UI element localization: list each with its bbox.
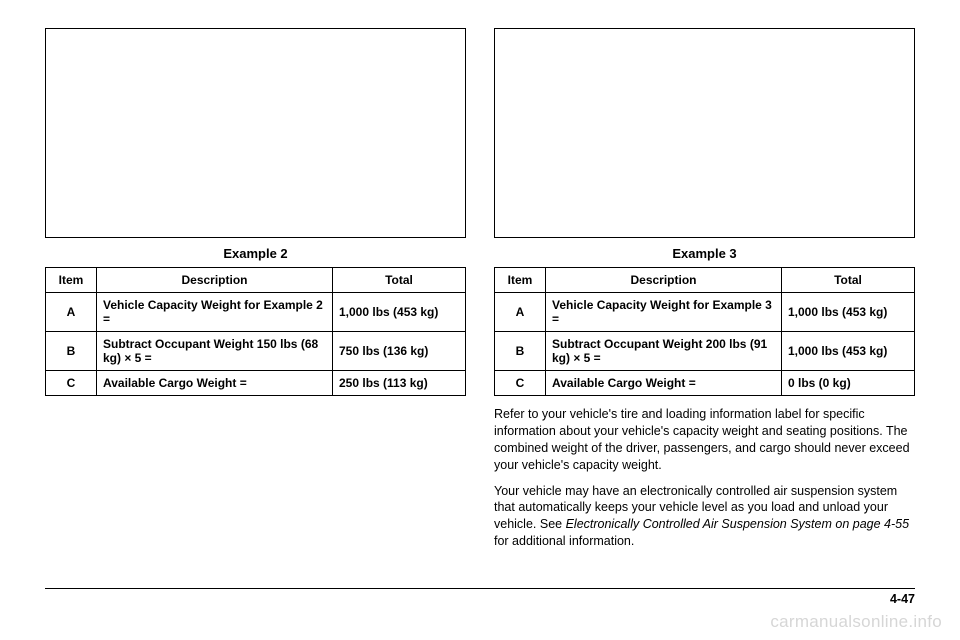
cell-desc: Subtract Occupant Weight 150 lbs (68 kg)… <box>97 332 333 371</box>
cell-total: 1,000 lbs (453 kg) <box>333 293 466 332</box>
para2-reference: Electronically Controlled Air Suspension… <box>566 517 909 531</box>
cell-item: C <box>46 371 97 396</box>
table-row: B Subtract Occupant Weight 150 lbs (68 k… <box>46 332 466 371</box>
cell-item: B <box>46 332 97 371</box>
cell-total: 0 lbs (0 kg) <box>782 371 915 396</box>
body-text: Refer to your vehicle's tire and loading… <box>494 406 915 559</box>
example3-caption: Example 3 <box>494 246 915 261</box>
table-row: B Subtract Occupant Weight 200 lbs (91 k… <box>495 332 915 371</box>
cell-total: 1,000 lbs (453 kg) <box>782 332 915 371</box>
th-desc: Description <box>546 268 782 293</box>
th-total: Total <box>782 268 915 293</box>
para2-part3: for additional information. <box>494 534 634 548</box>
cell-total: 1,000 lbs (453 kg) <box>782 293 915 332</box>
cell-item: B <box>495 332 546 371</box>
table-row: C Available Cargo Weight = 0 lbs (0 kg) <box>495 371 915 396</box>
cell-desc: Available Cargo Weight = <box>546 371 782 396</box>
cell-item: C <box>495 371 546 396</box>
cell-desc: Available Cargo Weight = <box>97 371 333 396</box>
paragraph-2: Your vehicle may have an electronically … <box>494 483 915 551</box>
watermark: carmanualsonline.info <box>770 612 942 632</box>
cell-desc: Vehicle Capacity Weight for Example 3 = <box>546 293 782 332</box>
cell-total: 250 lbs (113 kg) <box>333 371 466 396</box>
table-row: C Available Cargo Weight = 250 lbs (113 … <box>46 371 466 396</box>
cell-item: A <box>495 293 546 332</box>
paragraph-1: Refer to your vehicle's tire and loading… <box>494 406 915 474</box>
cell-item: A <box>46 293 97 332</box>
page-footer: 4-47 <box>45 588 915 606</box>
example3-table: Item Description Total A Vehicle Capacit… <box>494 267 915 396</box>
example2-caption: Example 2 <box>45 246 466 261</box>
th-total: Total <box>333 268 466 293</box>
cell-total: 750 lbs (136 kg) <box>333 332 466 371</box>
th-item: Item <box>46 268 97 293</box>
example2-table: Item Description Total A Vehicle Capacit… <box>45 267 466 396</box>
page-number: 4-47 <box>890 592 915 606</box>
cell-desc: Vehicle Capacity Weight for Example 2 = <box>97 293 333 332</box>
table-row: A Vehicle Capacity Weight for Example 2 … <box>46 293 466 332</box>
th-item: Item <box>495 268 546 293</box>
cell-desc: Subtract Occupant Weight 200 lbs (91 kg)… <box>546 332 782 371</box>
th-desc: Description <box>97 268 333 293</box>
example2-image-placeholder <box>45 28 466 238</box>
table-row: A Vehicle Capacity Weight for Example 3 … <box>495 293 915 332</box>
example3-image-placeholder <box>494 28 915 238</box>
